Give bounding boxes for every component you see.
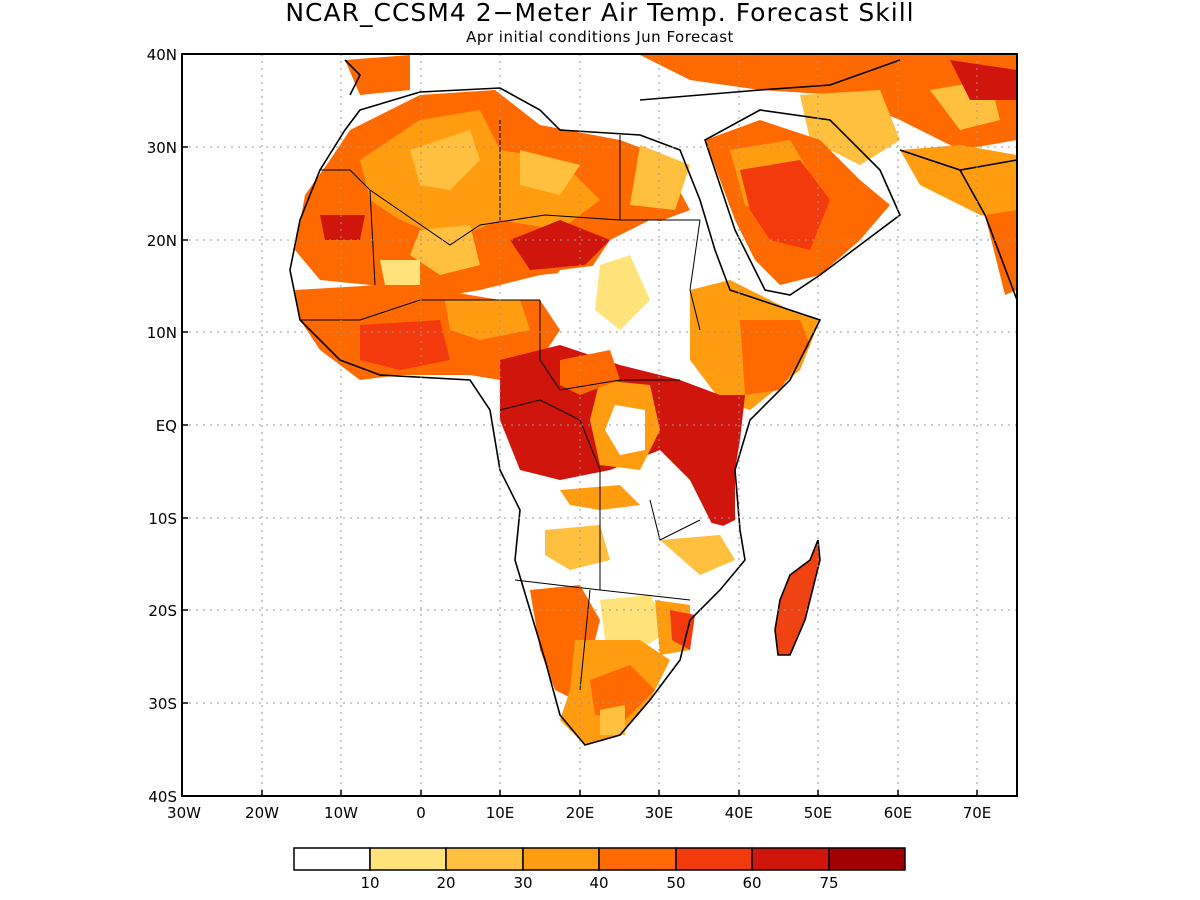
skill-shading: [290, 55, 1017, 745]
colorbar-label: 50: [666, 874, 685, 892]
lat-label: 20N: [147, 232, 177, 250]
colorbar: 10 20 30 40 50 60 75: [293, 847, 906, 892]
lat-label: 30S: [148, 695, 177, 713]
lon-label: 10E: [486, 804, 515, 822]
colorbar-box: [675, 847, 753, 871]
lon-label: 20E: [566, 804, 595, 822]
lat-label: EQ: [156, 417, 177, 435]
longitude-labels: 30W 20W 10W 0 10E 20E 30E 40E 50E 60E 70…: [167, 804, 991, 822]
colorbar-label: 10: [360, 874, 379, 892]
colorbar-box: [293, 847, 371, 871]
lat-label: 20S: [148, 602, 177, 620]
colorbar-box: [522, 847, 600, 871]
coastlines: [289, 59, 1017, 746]
colorbar-box: [598, 847, 677, 871]
lat-label: 30N: [147, 139, 177, 157]
colorbar-label: 30: [513, 874, 532, 892]
lon-label: 50E: [804, 804, 833, 822]
madagascar-land: [775, 540, 820, 655]
colorbar-box: [369, 847, 447, 871]
map-title: NCAR_CCSM4 2−Meter Air Temp. Forecast Sk…: [285, 0, 915, 27]
colorbar-box: [828, 847, 906, 871]
country-borders: [300, 120, 701, 691]
lon-label: 20W: [245, 804, 279, 822]
colorbar-label: 60: [742, 874, 761, 892]
lat-label: 40N: [147, 46, 177, 64]
map-subtitle: Apr initial conditions Jun Forecast: [466, 28, 734, 46]
lon-label: 30E: [645, 804, 674, 822]
lat-label: 40S: [148, 788, 177, 806]
colorbar-label: 40: [589, 874, 608, 892]
lat-label: 10N: [147, 324, 177, 342]
colorbar-label: 20: [436, 874, 455, 892]
latitude-labels: 40N 30N 20N 10N EQ 10S 20S 30S 40S: [147, 46, 177, 806]
lon-label: 10W: [324, 804, 358, 822]
colorbar-box: [445, 847, 524, 871]
lon-label: 40E: [725, 804, 754, 822]
colorbar-box: [751, 847, 830, 871]
lon-label: 70E: [963, 804, 992, 822]
lat-label: 10S: [148, 510, 177, 528]
lon-label: 30W: [167, 804, 201, 822]
tick-marks: [181, 53, 978, 797]
lon-label: 0: [416, 804, 426, 822]
colorbar-label: 75: [819, 874, 838, 892]
gridlines: [182, 54, 1017, 796]
lon-label: 60E: [884, 804, 913, 822]
